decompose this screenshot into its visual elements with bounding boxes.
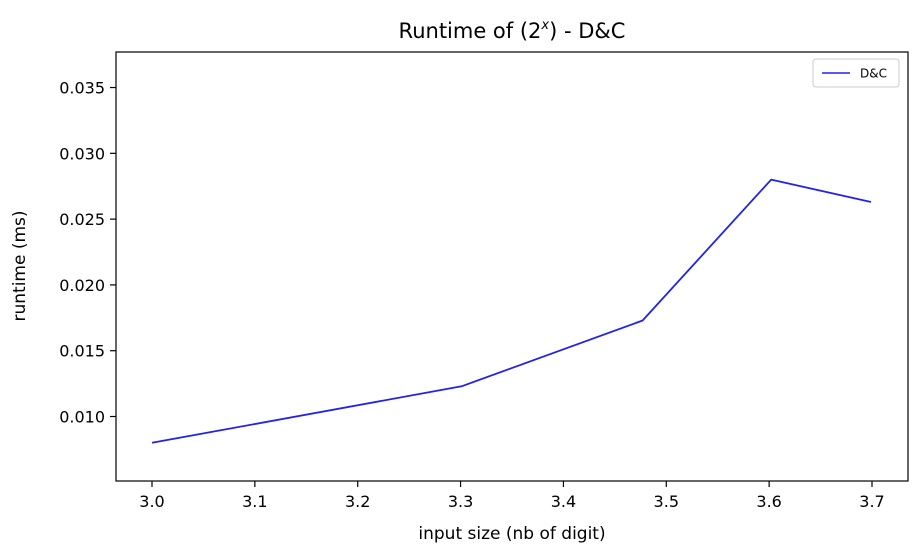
y-axis-label: runtime (ms) — [10, 210, 30, 321]
legend: D&C — [812, 58, 900, 88]
legend-box — [812, 58, 900, 88]
y-tick-label: 0.035 — [59, 79, 105, 98]
y-tick-label: 0.025 — [59, 210, 105, 229]
legend-label-dnc: D&C — [860, 67, 887, 81]
chart-title: Runtime of (2x) - D&C — [399, 18, 626, 43]
x-tick-label: 3.1 — [242, 492, 267, 511]
x-tick-label: 3.5 — [654, 492, 679, 511]
chart-title-suffix: ) - D&C — [549, 19, 625, 43]
y-axis-ticks: 0.010 0.015 0.020 0.025 0.030 0.035 — [59, 79, 116, 427]
x-tick-label: 3.7 — [859, 492, 884, 511]
chart-title-superscript: x — [540, 18, 549, 33]
y-tick-label: 0.030 — [59, 144, 105, 163]
x-tick-label: 3.2 — [345, 492, 370, 511]
x-tick-label: 3.0 — [139, 492, 164, 511]
x-tick-label: 3.4 — [551, 492, 576, 511]
y-tick-label: 0.020 — [59, 276, 105, 295]
x-tick-label: 3.3 — [448, 492, 473, 511]
x-axis-label: input size (nb of digit) — [418, 524, 605, 544]
series-group — [151, 178, 872, 444]
series-line-dnc — [151, 178, 872, 444]
x-tick-label: 3.6 — [756, 492, 781, 511]
y-tick-label: 0.010 — [59, 408, 105, 427]
chart-title-prefix: Runtime of (2 — [399, 19, 542, 43]
y-tick-label: 0.015 — [59, 342, 105, 361]
x-axis-ticks: 3.0 3.1 3.2 3.3 3.4 3.5 3.6 3.7 — [139, 481, 885, 511]
plot-area-frame — [115, 51, 909, 482]
